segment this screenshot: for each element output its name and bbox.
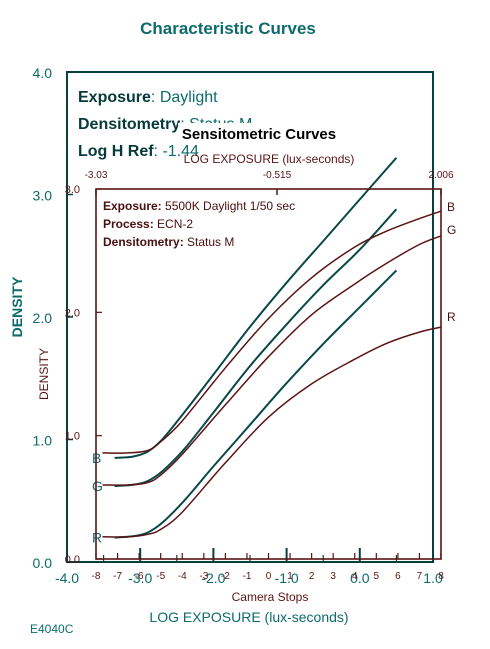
inner-annotation-line: Process: ECN-2 xyxy=(103,217,193,231)
stop-tick-label: 7 xyxy=(417,571,423,582)
sensitometric-curves-chart: Sensitometric Curves LOG EXPOSURE (lux-s… xyxy=(37,123,456,604)
inner-series-group: BG R xyxy=(102,200,456,538)
x-tick-label: -1.0 xyxy=(275,570,299,586)
x-tick-label: 0.0 xyxy=(350,570,370,586)
top-axis-label: LOG EXPOSURE (lux-seconds) xyxy=(184,152,355,166)
curve-label-r: R xyxy=(92,530,102,546)
stop-tick-label: -1 xyxy=(242,571,251,582)
inner-title-backdrop xyxy=(178,123,342,141)
top-axis: -3.03 -0.515 2.006 xyxy=(85,170,454,195)
chart-title: Characteristic Curves xyxy=(140,19,316,38)
inner-series-line-b xyxy=(102,210,442,454)
series-line-r xyxy=(114,269,398,539)
footer-code: E4040C xyxy=(30,622,74,636)
inner-y-tick-label: 3.0 xyxy=(65,184,80,196)
stop-tick-label: -2 xyxy=(221,571,230,582)
x-tick-label: -3.0 xyxy=(128,570,152,586)
inner-series-line-g xyxy=(102,235,442,486)
inner-annotation-block: Exposure: 5500K Daylight 1/50 sec Process… xyxy=(103,199,295,249)
camera-stops-axis: -8 -7 -6 -5 -4 -3 -2 -1 0 1 2 3 4 5 6 7 8 xyxy=(92,553,444,582)
top-tick-label: 2.006 xyxy=(428,170,453,181)
inner-curve-label-b: B xyxy=(447,200,455,214)
annotation-line: Log H Ref: -1.44 xyxy=(78,143,199,160)
y-tick-label: 3.0 xyxy=(33,188,53,204)
stop-tick-label: -8 xyxy=(92,571,101,582)
stop-tick-label: -4 xyxy=(178,571,187,582)
series-group: BGR xyxy=(92,157,398,546)
stop-tick-label: 2 xyxy=(309,571,315,582)
stop-tick-label: 6 xyxy=(395,571,401,582)
characteristic-curves-chart: Characteristic Curves 0.0 1.0 2.0 3.0 4.0 -4… xyxy=(9,19,443,636)
inner-curve-label-g: G xyxy=(447,223,456,237)
stop-tick-label: -7 xyxy=(113,571,122,582)
inner-y-tick-label: 2.0 xyxy=(65,307,80,319)
curve-label-g: G xyxy=(92,478,103,494)
inner-y-tick-label: 1.0 xyxy=(65,431,80,443)
inner-chart-title: Sensitometric Curves xyxy=(182,126,336,143)
series-line-b xyxy=(114,157,398,459)
top-tick-label: -3.03 xyxy=(85,170,108,181)
camera-stops-label: Camera Stops xyxy=(232,590,309,604)
stop-tick-label: -6 xyxy=(135,571,144,582)
annotation-line: Exposure: Daylight xyxy=(78,89,218,106)
inner-y-tick-label: 0.0 xyxy=(65,554,80,566)
x-axis-label: LOG EXPOSURE (lux-seconds) xyxy=(149,609,348,625)
stop-tick-label: 0 xyxy=(266,571,272,582)
inner-y-axis-label: DENSITY xyxy=(37,348,51,400)
top-tick-label: -0.515 xyxy=(263,170,292,181)
stop-tick-label: 3 xyxy=(330,571,336,582)
y-tick-label: 4.0 xyxy=(33,65,53,81)
inner-curve-label-r: R xyxy=(447,310,456,324)
x-tick-label: 1.0 xyxy=(423,570,443,586)
inner-y-axis: 0.0 1.0 2.0 3.0 xyxy=(65,184,102,566)
y-axis-label: DENSITY xyxy=(9,276,25,337)
inner-annotation-line: Exposure: 5500K Daylight 1/50 sec xyxy=(103,199,295,213)
stop-tick-label: 4 xyxy=(352,571,358,582)
inner-annotation-line: Densitometry: Status M xyxy=(103,235,234,249)
x-tick-label: -4.0 xyxy=(55,570,79,586)
y-tick-label: 0.0 xyxy=(33,555,53,571)
stop-tick-label: 1 xyxy=(287,571,293,582)
series-line-g xyxy=(114,208,398,488)
stop-tick-label: -3 xyxy=(199,571,208,582)
inner-series-line-r xyxy=(102,326,442,538)
stop-tick-label: -5 xyxy=(156,571,165,582)
stop-tick-label: 8 xyxy=(438,571,444,582)
stop-tick-label: 5 xyxy=(374,571,380,582)
y-axis: 0.0 1.0 2.0 3.0 4.0 xyxy=(33,65,73,571)
y-tick-label: 2.0 xyxy=(33,310,53,326)
y-tick-label: 1.0 xyxy=(33,433,53,449)
x-tick-label: -2.0 xyxy=(201,570,225,586)
